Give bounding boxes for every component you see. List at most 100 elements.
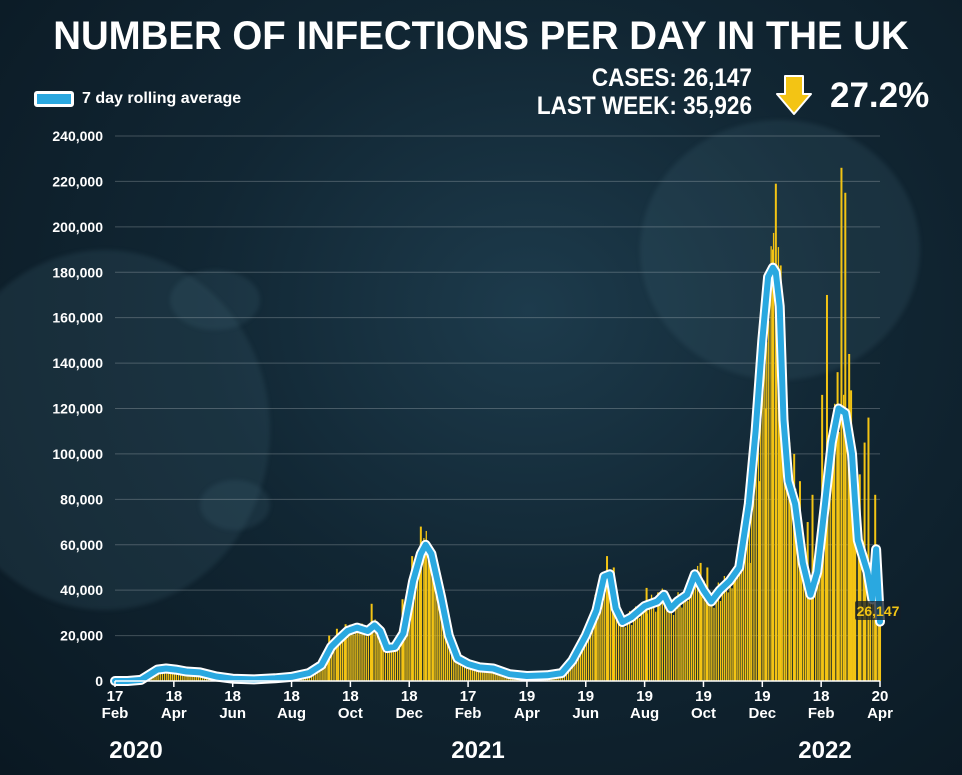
daily-bar xyxy=(598,608,600,681)
daily-bar-spike xyxy=(335,628,338,681)
x-tick-month: Aug xyxy=(277,705,306,722)
daily-bar xyxy=(705,599,707,681)
x-tick-month: Apr xyxy=(867,705,893,722)
x-tick-day: 18 xyxy=(224,688,241,705)
daily-bar xyxy=(703,580,705,681)
daily-bar xyxy=(729,572,731,681)
daily-bar xyxy=(349,624,351,681)
daily-bar xyxy=(831,434,834,681)
rolling-average-line xyxy=(110,262,885,686)
daily-bar xyxy=(578,652,580,681)
daily-bar xyxy=(624,627,626,681)
daily-bar xyxy=(446,620,449,681)
daily-bar xyxy=(626,622,629,681)
daily-bar xyxy=(168,667,170,681)
daily-bar-spike xyxy=(771,249,774,681)
daily-bar xyxy=(441,588,443,681)
daily-bar xyxy=(797,506,799,681)
daily-bar xyxy=(435,557,437,681)
daily-bar xyxy=(634,606,637,681)
daily-bar xyxy=(727,592,729,681)
daily-bar xyxy=(465,664,468,681)
daily-bar xyxy=(321,665,323,681)
daily-bar xyxy=(333,648,335,681)
year-label: 2022 xyxy=(798,737,851,764)
daily-bar xyxy=(781,325,783,681)
x-tick-month: Apr xyxy=(514,705,540,722)
x-tick-month: Feb xyxy=(808,705,835,722)
daily-bar xyxy=(384,640,387,681)
daily-bar xyxy=(741,539,743,681)
daily-bar xyxy=(829,489,831,681)
daily-bar xyxy=(648,607,651,681)
daily-bar xyxy=(852,458,854,681)
daily-bar xyxy=(631,625,633,681)
daily-bar xyxy=(701,597,703,681)
callout-label: 26,147 xyxy=(857,603,900,619)
daily-bar xyxy=(655,611,657,681)
daily-bar xyxy=(802,549,805,681)
daily-bar xyxy=(355,624,357,681)
daily-bar xyxy=(372,625,374,681)
daily-bar xyxy=(444,621,447,681)
daily-bar xyxy=(725,590,727,681)
daily-bar xyxy=(823,527,825,681)
daily-bar-spike xyxy=(779,265,782,681)
daily-bar xyxy=(694,575,697,681)
daily-bar-spike xyxy=(850,390,853,681)
daily-bar xyxy=(652,602,655,681)
daily-bar xyxy=(574,655,576,681)
daily-bar xyxy=(387,651,389,681)
daily-bar-spike xyxy=(777,276,780,681)
x-tick-day: 17 xyxy=(107,688,124,705)
daily-bar xyxy=(323,659,325,681)
daily-bar xyxy=(602,574,604,681)
daily-bar xyxy=(479,668,481,681)
daily-bar xyxy=(442,612,445,681)
daily-bar-spike xyxy=(431,556,434,681)
y-tick-label: 200,000 xyxy=(52,219,103,235)
daily-bar xyxy=(587,636,590,681)
daily-bar xyxy=(638,618,641,681)
daily-bar xyxy=(675,603,677,681)
daily-bar xyxy=(327,657,329,681)
daily-bar xyxy=(604,572,606,681)
daily-bar xyxy=(838,432,840,681)
daily-bar xyxy=(721,585,724,681)
daily-bar xyxy=(755,417,757,681)
daily-bar xyxy=(475,667,478,681)
daily-bar xyxy=(392,648,395,681)
daily-bar xyxy=(661,588,663,681)
daily-bar xyxy=(869,587,872,681)
y-tick-label: 20,000 xyxy=(60,628,103,644)
daily-bar xyxy=(463,662,466,681)
last-week-line: LAST WEEK: 35,926 xyxy=(536,92,752,120)
y-axis: 0 20,000 40,000 60,000 80,000 100,000 120,000 1… xyxy=(52,128,103,689)
latest-value-callout: 26,147 xyxy=(855,601,901,620)
daily-bar xyxy=(175,670,178,681)
daily-bar xyxy=(690,579,693,681)
daily-bar xyxy=(343,629,345,681)
x-tick-month: Jun xyxy=(219,705,246,722)
x-tick-day: 19 xyxy=(577,688,594,705)
daily-bar xyxy=(808,584,810,681)
daily-bar xyxy=(317,669,319,681)
daily-bar xyxy=(477,666,480,681)
daily-bar xyxy=(800,554,803,681)
daily-bar-spike xyxy=(806,522,809,681)
x-tick-day: 17 xyxy=(460,688,477,705)
daily-bar xyxy=(815,589,817,681)
daily-bar xyxy=(407,620,409,681)
daily-bar-spike xyxy=(411,556,414,681)
daily-bar xyxy=(331,648,333,681)
daily-bar-spike xyxy=(848,354,851,681)
daily-bar xyxy=(319,667,321,681)
daily-bar xyxy=(409,603,411,681)
y-tick-label: 120,000 xyxy=(52,401,103,417)
daily-bar xyxy=(583,637,586,681)
daily-bar xyxy=(744,546,747,681)
daily-bar xyxy=(878,575,880,681)
daily-bar xyxy=(483,666,485,681)
daily-bar xyxy=(872,598,874,681)
daily-bar xyxy=(585,635,588,681)
